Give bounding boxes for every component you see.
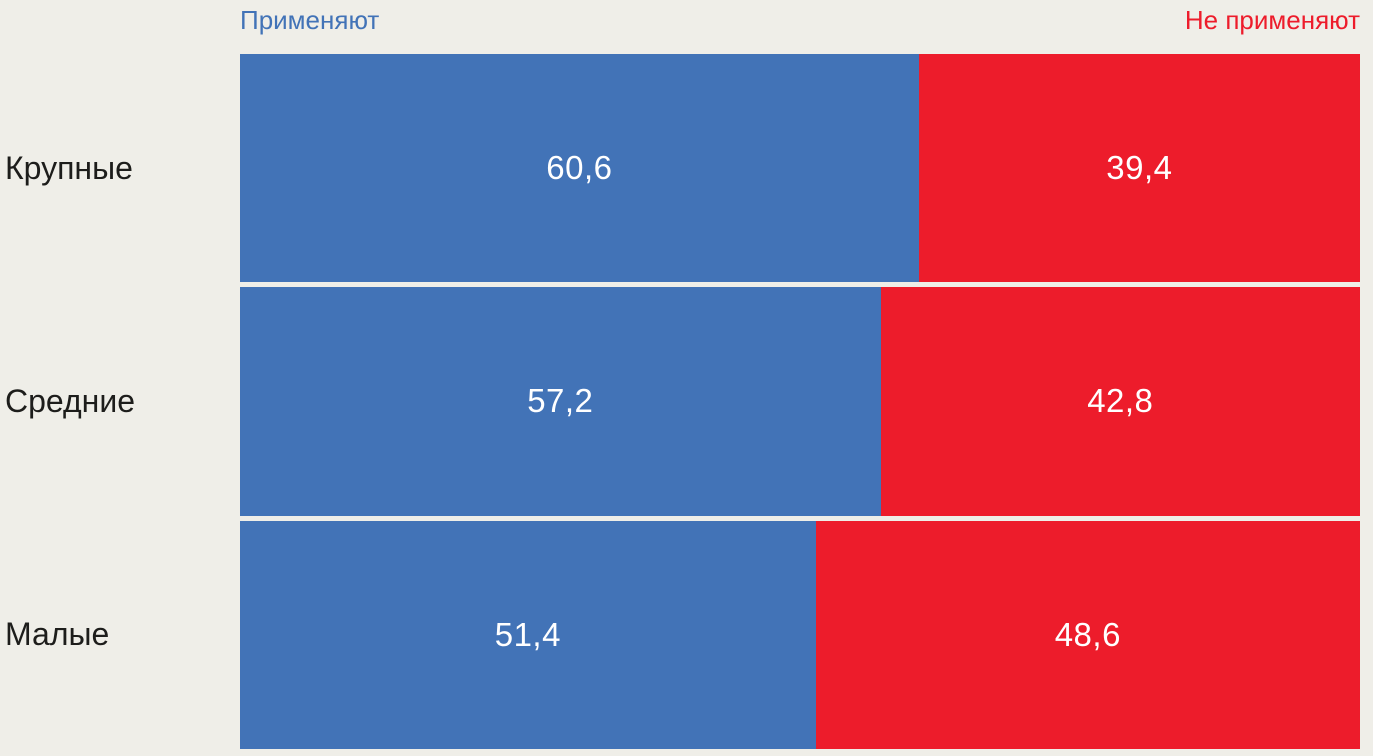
category-label: Средние [5,382,136,419]
value-label: 42,8 [1087,382,1154,420]
bar-row-medium: Средние 57,2 42,8 [0,287,1360,516]
bar-segment-not-apply: 48,6 [815,520,1360,749]
chart-plot-area: Крупные 60,6 39,4 Средние 57,2 42,8 [0,54,1373,749]
stacked-bar: 60,6 39,4 [240,54,1360,283]
value-label: 51,4 [494,615,561,653]
value-label: 60,6 [546,149,613,187]
stacked-bar: 57,2 42,8 [240,287,1360,516]
category-label: Малые [5,616,110,653]
bar-segment-apply: 51,4 [240,520,816,749]
category-label: Крупные [5,149,133,186]
value-label: 39,4 [1106,149,1173,187]
value-label: 57,2 [527,382,594,420]
stacked-bar: 51,4 48,6 [240,520,1360,749]
bar-segment-not-apply: 39,4 [918,54,1360,283]
bar-segment-apply: 60,6 [240,54,919,283]
value-label: 48,6 [1054,615,1121,653]
bar-row-large: Крупные 60,6 39,4 [0,54,1360,283]
bar-segment-apply: 57,2 [240,287,881,516]
bar-segment-not-apply: 42,8 [880,287,1360,516]
legend-apply-label: Применяют [240,5,380,35]
legend: Применяют Не применяют [0,0,1373,54]
legend-not-apply-label: Не применяют [1184,5,1360,35]
bar-row-small: Малые 51,4 48,6 [0,520,1360,749]
